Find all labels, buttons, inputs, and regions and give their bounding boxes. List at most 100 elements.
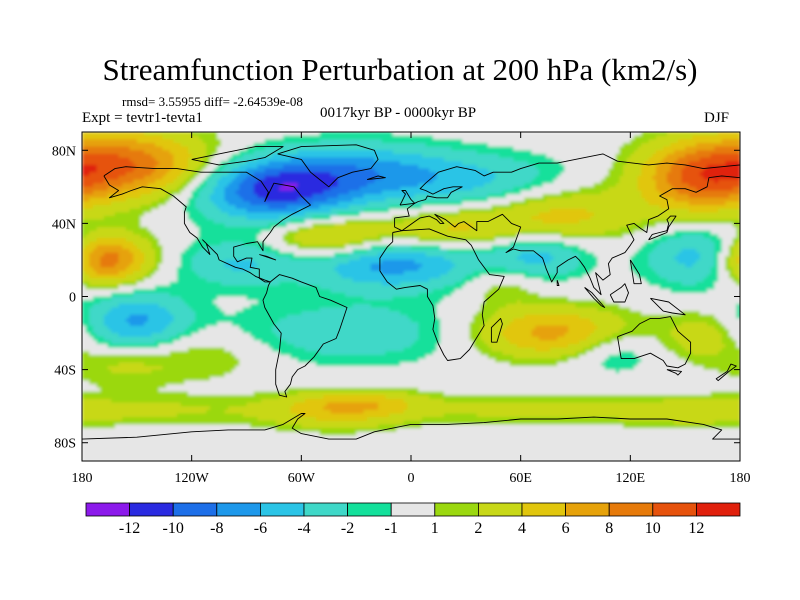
field-cell — [315, 164, 321, 170]
field-cell — [425, 212, 430, 217]
field-cell — [173, 157, 178, 162]
field-cell — [407, 164, 412, 170]
field-cell — [571, 197, 577, 203]
field-cell — [202, 216, 207, 221]
field-cell — [425, 146, 430, 151]
field-cell — [568, 142, 573, 148]
field-cell — [275, 219, 280, 224]
field-cell — [443, 132, 449, 137]
field-cell — [546, 142, 551, 148]
field-cell — [268, 139, 273, 144]
field-cell — [147, 208, 153, 214]
field-cell — [721, 216, 726, 221]
field-cell — [513, 205, 518, 210]
field-cell — [235, 208, 240, 214]
field-cell — [359, 190, 365, 195]
field-cell — [612, 132, 617, 137]
field-cell — [283, 150, 288, 155]
field-cell — [111, 146, 116, 151]
field-cell — [184, 164, 189, 170]
field-cell — [169, 208, 174, 214]
field-cell — [513, 190, 518, 195]
field-cell — [297, 212, 302, 217]
field-cell — [527, 132, 533, 137]
field-cell — [312, 146, 317, 151]
field-cell — [699, 190, 705, 195]
field-cell — [465, 168, 471, 173]
field-cell — [188, 186, 193, 192]
field-cell — [367, 205, 372, 210]
field-cell — [725, 201, 730, 206]
field-cell — [421, 179, 427, 184]
field-cell — [188, 216, 193, 221]
field-cell — [655, 190, 661, 195]
field-cell — [268, 227, 273, 232]
field-cell — [283, 227, 288, 232]
field-cell — [703, 175, 708, 181]
field-cell — [414, 227, 419, 232]
field-cell — [462, 175, 467, 181]
field-cell — [136, 190, 142, 195]
field-cell — [531, 139, 536, 144]
field-cell — [330, 150, 335, 155]
field-cell — [542, 183, 547, 188]
field-cell — [136, 139, 142, 144]
field-cell — [224, 168, 229, 173]
field-cell — [283, 194, 288, 199]
field-cell — [451, 150, 456, 155]
field-cell — [619, 201, 624, 206]
field-cell — [411, 230, 416, 235]
field-cell — [92, 227, 98, 232]
field-cell — [495, 223, 500, 228]
field-cell — [242, 135, 248, 140]
field-cell — [644, 139, 650, 144]
field-cell — [82, 186, 87, 192]
field-cell — [575, 161, 580, 166]
field-cell — [736, 168, 740, 173]
field-cell — [272, 142, 277, 148]
field-cell — [454, 168, 460, 173]
field-cell — [191, 223, 196, 228]
field-cell — [403, 146, 408, 151]
field-cell — [520, 142, 525, 148]
field-cell — [531, 194, 536, 199]
field-cell — [615, 212, 620, 217]
field-cell — [315, 161, 321, 166]
field-cell — [677, 223, 683, 228]
field-cell — [89, 164, 94, 170]
field-cell — [476, 183, 482, 188]
field-cell — [487, 153, 493, 159]
field-cell — [659, 164, 664, 170]
field-cell — [542, 139, 547, 144]
field-cell — [330, 230, 335, 235]
field-cell — [107, 190, 112, 195]
field-cell — [725, 212, 730, 217]
field-cell — [162, 227, 167, 232]
field-cell — [542, 132, 547, 137]
field-cell — [330, 146, 335, 151]
field-cell — [641, 175, 646, 181]
field-cell — [235, 230, 240, 235]
field-cell — [729, 164, 734, 170]
field-cell — [250, 139, 255, 144]
field-cell — [257, 139, 262, 144]
field-cell — [655, 161, 661, 166]
field-cell — [586, 194, 591, 199]
field-cell — [542, 164, 547, 170]
field-cell — [290, 227, 295, 232]
field-cell — [674, 132, 679, 137]
field-cell — [644, 216, 650, 221]
field-cell — [114, 157, 120, 162]
field-cell — [641, 153, 646, 159]
field-cell — [370, 194, 376, 199]
field-cell — [666, 153, 672, 159]
field-cell — [107, 150, 112, 155]
field-cell — [714, 190, 719, 195]
field-cell — [396, 205, 401, 210]
field-cell — [718, 132, 723, 137]
field-cell — [122, 142, 127, 148]
field-cell — [655, 172, 661, 177]
field-cell — [253, 201, 259, 206]
field-cell — [633, 132, 639, 137]
field-cell — [443, 164, 449, 170]
